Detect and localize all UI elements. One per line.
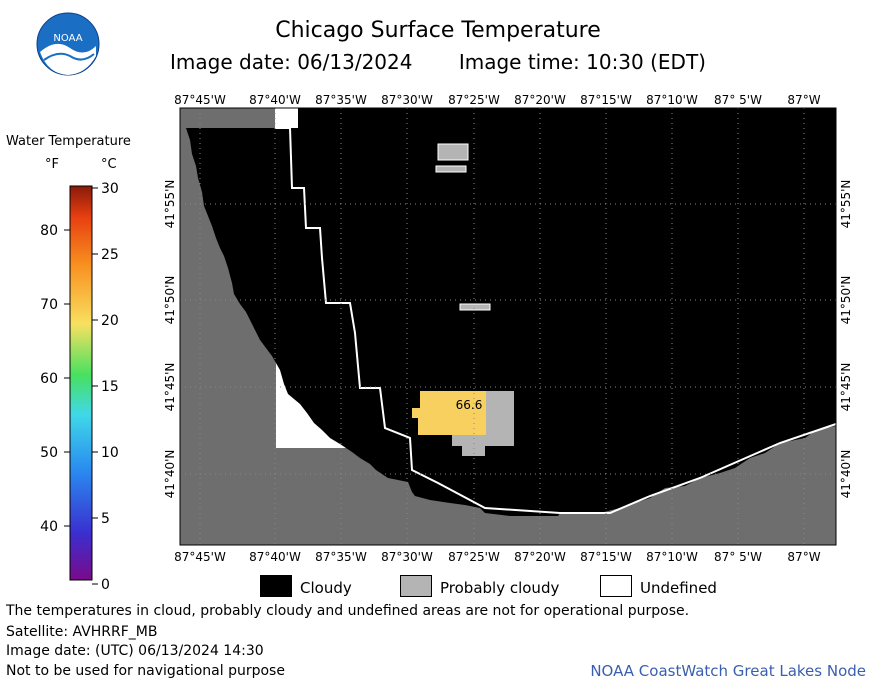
longitude-labels-bottom: 87°45'W 87°40'W 87°35'W 87°30'W 87°25'W 87°20… (174, 550, 821, 564)
map-frame (179, 107, 837, 546)
longitude-label: 87°20'W (514, 550, 566, 564)
f-tick-label: 70 (40, 297, 58, 313)
probably-cloudy-patch (435, 165, 467, 173)
latitude-label: 41°45'N (839, 363, 853, 412)
image-time: Image time: 10:30 (EDT) (458, 50, 706, 74)
chicago-marker (298, 245, 306, 253)
coastline (275, 108, 837, 514)
longitude-label: 87°W (787, 93, 820, 107)
utc-date: Image date: (UTC) 06/13/2024 14:30 (6, 643, 264, 659)
longitude-label: 87°10'W (646, 550, 698, 564)
longitude-label: 87°25'W (448, 93, 500, 107)
longitude-label: 87°20'W (514, 93, 566, 107)
f-tick-label: 80 (40, 223, 58, 239)
latitude-label: 41°55'N (163, 180, 177, 229)
latitude-label: 41°40'N (163, 450, 177, 499)
latitude-label: 41°50'N (163, 276, 177, 325)
city-label: Chicago (230, 253, 294, 272)
f-tick-label: 60 (40, 371, 58, 387)
legend-title: Water Temperature (6, 134, 131, 149)
unit-celsius: °C (101, 157, 117, 172)
undefined-swatch (600, 575, 632, 597)
longitude-label: 87°W (787, 550, 820, 564)
probably-cloudy-label: Probably cloudy (440, 579, 560, 597)
longitude-label: 87° 5'W (714, 93, 762, 107)
c-tick-label: 30 (101, 181, 119, 197)
latitude-labels-right: 41°55'N 41°50'N 41°45'N 41°40'N (839, 180, 853, 499)
image-date: Image date: 06/13/2024 (170, 50, 413, 74)
temperature-label: 66.6 (456, 398, 483, 412)
c-tick-label: 5 (101, 511, 110, 527)
c-tick-label: 10 (101, 445, 119, 461)
cloudy-lake-area (186, 108, 836, 516)
longitude-label: 87°30'W (381, 93, 433, 107)
temperature-map: 66.6 Chicago 87°45'W 87°40'W 87°35'W 87°30'… (163, 93, 853, 564)
latitude-label: 41°55'N (839, 180, 853, 229)
longitude-label: 87°35'W (315, 550, 367, 564)
logo-text: NOAA (53, 33, 82, 44)
image-datetime: Image date: 06/13/2024 Image time: 10:30… (0, 50, 876, 74)
c-tick-label: 20 (101, 313, 119, 329)
probably-cloudy-patch (437, 143, 469, 161)
probably-cloudy-patch (486, 391, 514, 438)
latitude-label: 41°40'N (839, 450, 853, 499)
satellite-info: Satellite: AVHRRF_MB (6, 624, 158, 640)
latitude-label: 41°50'N (839, 276, 853, 325)
undefined-label: Undefined (640, 579, 717, 597)
longitude-label: 87°35'W (315, 93, 367, 107)
latitude-label: 41°45'N (163, 363, 177, 412)
longitude-label: 87° 5'W (714, 550, 762, 564)
celsius-ticks: 30 25 20 15 10 5 0 (92, 181, 119, 590)
f-tick-label: 50 (40, 445, 58, 461)
longitude-label: 87°15'W (580, 93, 632, 107)
page-title: Chicago Surface Temperature (275, 18, 601, 43)
color-bar (69, 185, 93, 581)
c-tick-label: 25 (101, 247, 119, 263)
probably-cloudy-patch (459, 303, 491, 311)
fahrenheit-ticks: 80 70 60 50 40 (40, 223, 70, 535)
longitude-label: 87°15'W (580, 550, 632, 564)
c-tick-label: 0 (101, 577, 110, 590)
nav-warning: Not to be used for navigational purpose (6, 663, 285, 679)
cloudy-swatch (260, 575, 292, 597)
c-tick-label: 15 (101, 379, 119, 395)
node-credit: NOAA CoastWatch Great Lakes Node (590, 662, 866, 680)
disclaimer: The temperatures in cloud, probably clou… (6, 603, 690, 619)
longitude-label: 87°10'W (646, 93, 698, 107)
longitude-label: 87°25'W (448, 550, 500, 564)
longitude-label: 87°30'W (381, 550, 433, 564)
longitude-label: 87°45'W (174, 550, 226, 564)
f-tick-label: 40 (40, 519, 58, 535)
cloudy-label: Cloudy (300, 579, 352, 597)
longitude-label: 87°40'W (249, 93, 301, 107)
warm-water-patch (412, 391, 486, 435)
longitude-labels-top: 87°45'W 87°40'W 87°35'W 87°30'W 87°25'W 87°20… (174, 93, 821, 107)
probably-cloudy-swatch (400, 575, 432, 597)
noaa-logo: NOAA (36, 12, 100, 76)
latitude-labels-left: 41°55'N 41°50'N 41°45'N 41°40'N (163, 180, 177, 499)
longitude-label: 87°40'W (249, 550, 301, 564)
unit-fahrenheit: °F (45, 157, 59, 172)
longitude-label: 87°45'W (174, 93, 226, 107)
probably-cloudy-patch (452, 435, 514, 456)
